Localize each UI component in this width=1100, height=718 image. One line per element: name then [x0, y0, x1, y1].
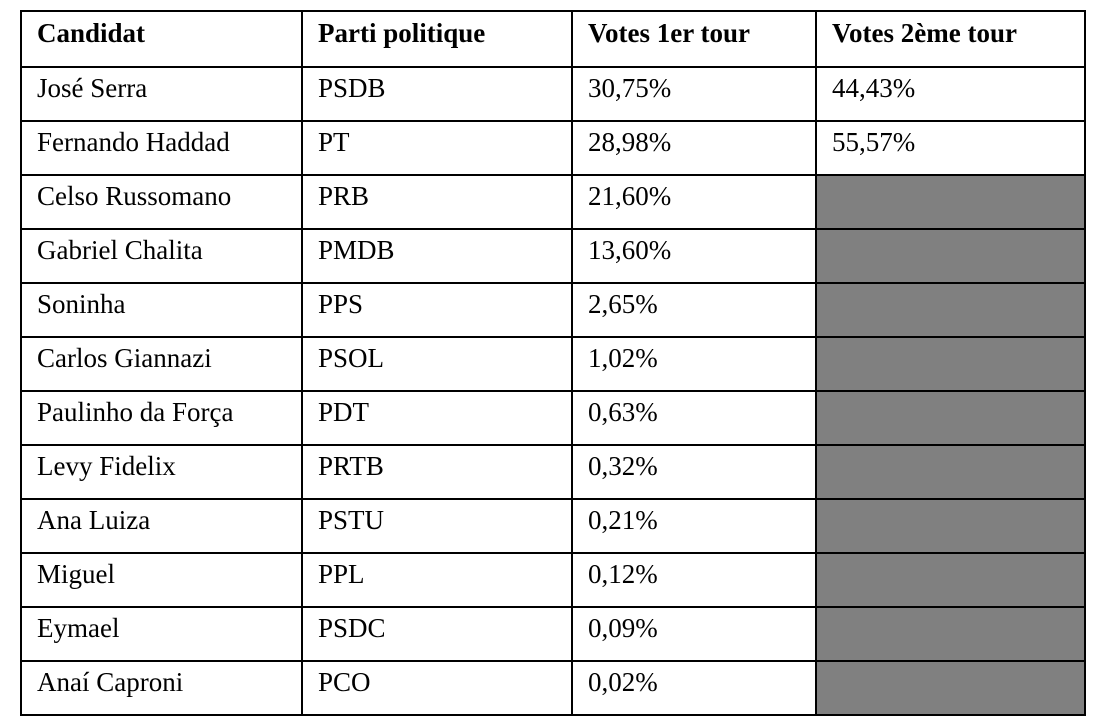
votes-round-1-cell: 0,12% — [571, 552, 817, 608]
candidate-cell: Miguel — [20, 552, 303, 608]
candidate-cell: José Serra — [20, 66, 303, 122]
votes-round-2-cell — [815, 282, 1086, 338]
table-row: Celso Russomano PRB 21,60% — [20, 174, 1086, 230]
party-cell: PPL — [301, 552, 573, 608]
votes-round-2-cell — [815, 660, 1086, 716]
candidate-cell: Soninha — [20, 282, 303, 338]
header-votes-round-2: Votes 2ème tour — [815, 10, 1086, 68]
party-cell: PPS — [301, 282, 573, 338]
votes-round-1-cell: 0,02% — [571, 660, 817, 716]
votes-round-2-cell — [815, 606, 1086, 662]
votes-round-1-cell: 2,65% — [571, 282, 817, 338]
votes-round-1-cell: 0,09% — [571, 606, 817, 662]
votes-round-2-cell — [815, 498, 1086, 554]
candidate-cell: Levy Fidelix — [20, 444, 303, 500]
table-row: Paulinho da Força PDT 0,63% — [20, 390, 1086, 446]
table-row: Carlos Giannazi PSOL 1,02% — [20, 336, 1086, 392]
candidate-cell: Carlos Giannazi — [20, 336, 303, 392]
votes-round-1-cell: 0,21% — [571, 498, 817, 554]
votes-round-1-cell: 1,02% — [571, 336, 817, 392]
header-candidate: Candidat — [20, 10, 303, 68]
header-votes-round-1: Votes 1er tour — [571, 10, 817, 68]
votes-round-1-cell: 21,60% — [571, 174, 817, 230]
party-cell: PCO — [301, 660, 573, 716]
party-cell: PMDB — [301, 228, 573, 284]
table-row: Soninha PPS 2,65% — [20, 282, 1086, 338]
party-cell: PSDC — [301, 606, 573, 662]
party-cell: PSDB — [301, 66, 573, 122]
table-row: Anaí Caproni PCO 0,02% — [20, 660, 1086, 716]
party-cell: PSTU — [301, 498, 573, 554]
candidate-cell: Paulinho da Força — [20, 390, 303, 446]
votes-round-2-cell — [815, 228, 1086, 284]
votes-round-2-cell — [815, 552, 1086, 608]
table-row: Fernando Haddad PT 28,98% 55,57% — [20, 120, 1086, 176]
candidate-cell: Ana Luiza — [20, 498, 303, 554]
votes-round-1-cell: 30,75% — [571, 66, 817, 122]
table-row: Levy Fidelix PRTB 0,32% — [20, 444, 1086, 500]
candidate-cell: Celso Russomano — [20, 174, 303, 230]
table-row: José Serra PSDB 30,75% 44,43% — [20, 66, 1086, 122]
votes-round-1-cell: 13,60% — [571, 228, 817, 284]
party-cell: PRB — [301, 174, 573, 230]
table-row: Ana Luiza PSTU 0,21% — [20, 498, 1086, 554]
party-cell: PRTB — [301, 444, 573, 500]
results-body: José Serra PSDB 30,75% 44,43% Fernando Hadda… — [20, 66, 1086, 716]
votes-round-2-cell — [815, 174, 1086, 230]
votes-round-2-cell — [815, 390, 1086, 446]
candidate-cell: Fernando Haddad — [20, 120, 303, 176]
votes-round-2-cell: 55,57% — [815, 120, 1086, 176]
table-row: Eymael PSDC 0,09% — [20, 606, 1086, 662]
candidate-cell: Eymael — [20, 606, 303, 662]
votes-round-2-cell: 44,43% — [815, 66, 1086, 122]
header-party: Parti politique — [301, 10, 573, 68]
votes-round-1-cell: 28,98% — [571, 120, 817, 176]
table-row: Miguel PPL 0,12% — [20, 552, 1086, 608]
election-results-table: Candidat Parti politique Votes 1er tour … — [20, 10, 1086, 716]
votes-round-1-cell: 0,32% — [571, 444, 817, 500]
candidate-cell: Anaí Caproni — [20, 660, 303, 716]
party-cell: PSOL — [301, 336, 573, 392]
header-row: Candidat Parti politique Votes 1er tour … — [20, 10, 1086, 68]
party-cell: PT — [301, 120, 573, 176]
votes-round-1-cell: 0,63% — [571, 390, 817, 446]
votes-round-2-cell — [815, 444, 1086, 500]
table-row: Gabriel Chalita PMDB 13,60% — [20, 228, 1086, 284]
votes-round-2-cell — [815, 336, 1086, 392]
candidate-cell: Gabriel Chalita — [20, 228, 303, 284]
party-cell: PDT — [301, 390, 573, 446]
